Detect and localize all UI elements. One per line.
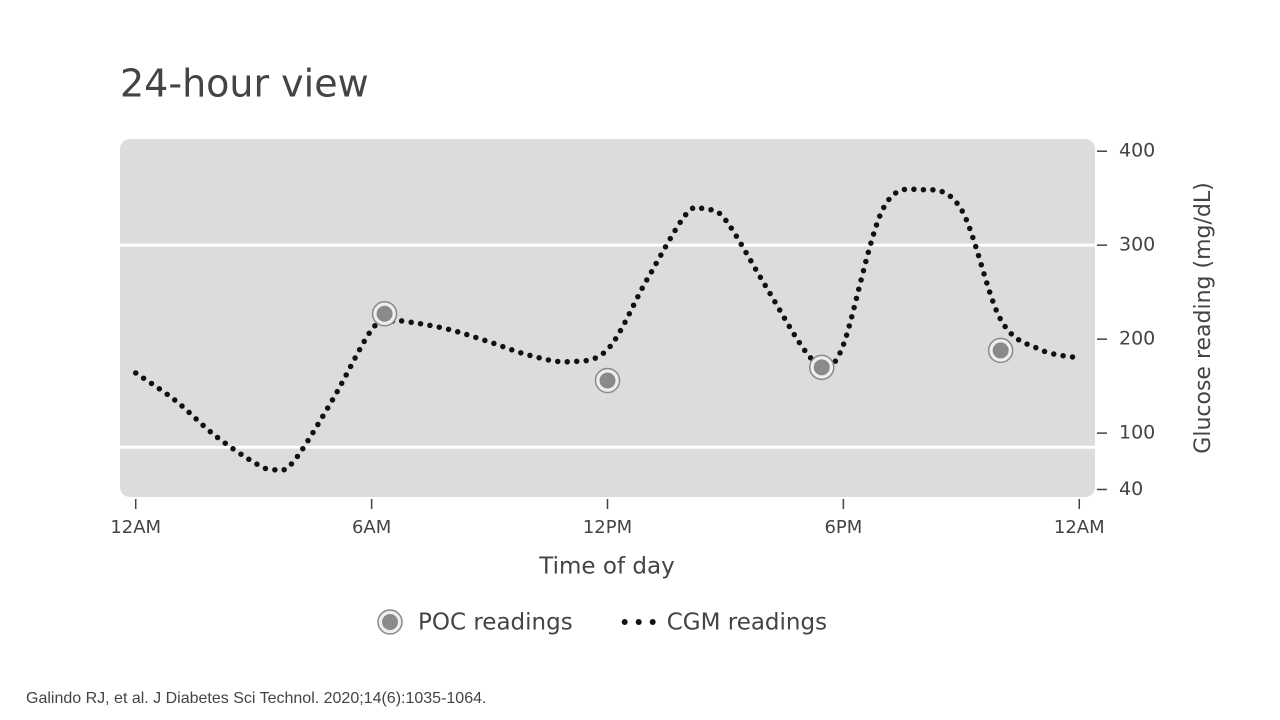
poc-dot: [992, 342, 1009, 359]
x-tick-label: 12AM: [1054, 517, 1105, 538]
plot-area: [120, 139, 1095, 497]
y-tick-label: 400: [1119, 140, 1155, 162]
legend-marker: [621, 619, 628, 625]
x-tick-label: 12PM: [583, 517, 632, 538]
poc-point: [594, 367, 621, 394]
poc-point: [987, 337, 1014, 364]
y-tick-label: 300: [1119, 234, 1155, 256]
x-tick-label: 6AM: [352, 517, 391, 538]
poc-dot: [813, 359, 830, 376]
y-axis-label: Glucose reading (mg/dL): [1191, 182, 1216, 453]
source-note: Galindo RJ, et al. J Diabetes Sci Techno…: [26, 690, 486, 707]
y-tick-label: 40: [1119, 478, 1143, 500]
poc-dot: [376, 305, 393, 322]
poc-point: [371, 301, 398, 327]
legend-marker: [382, 614, 398, 630]
legend-label: CGM readings: [667, 610, 827, 636]
legend-marker: [635, 619, 642, 625]
y-tick-label: 100: [1119, 422, 1155, 444]
poc-point: [809, 354, 835, 381]
legend-marker: [649, 619, 656, 625]
chart-title: 24-hour view: [120, 62, 369, 106]
x-tick-label: 6PM: [824, 517, 862, 538]
cgm-line: [132, 186, 1083, 474]
y-tick-label: 200: [1119, 328, 1155, 350]
poc-dot: [599, 372, 616, 389]
x-tick-label: 12AM: [110, 517, 161, 538]
x-axis-label: Time of day: [538, 554, 674, 580]
legend-label: POC readings: [418, 610, 573, 636]
